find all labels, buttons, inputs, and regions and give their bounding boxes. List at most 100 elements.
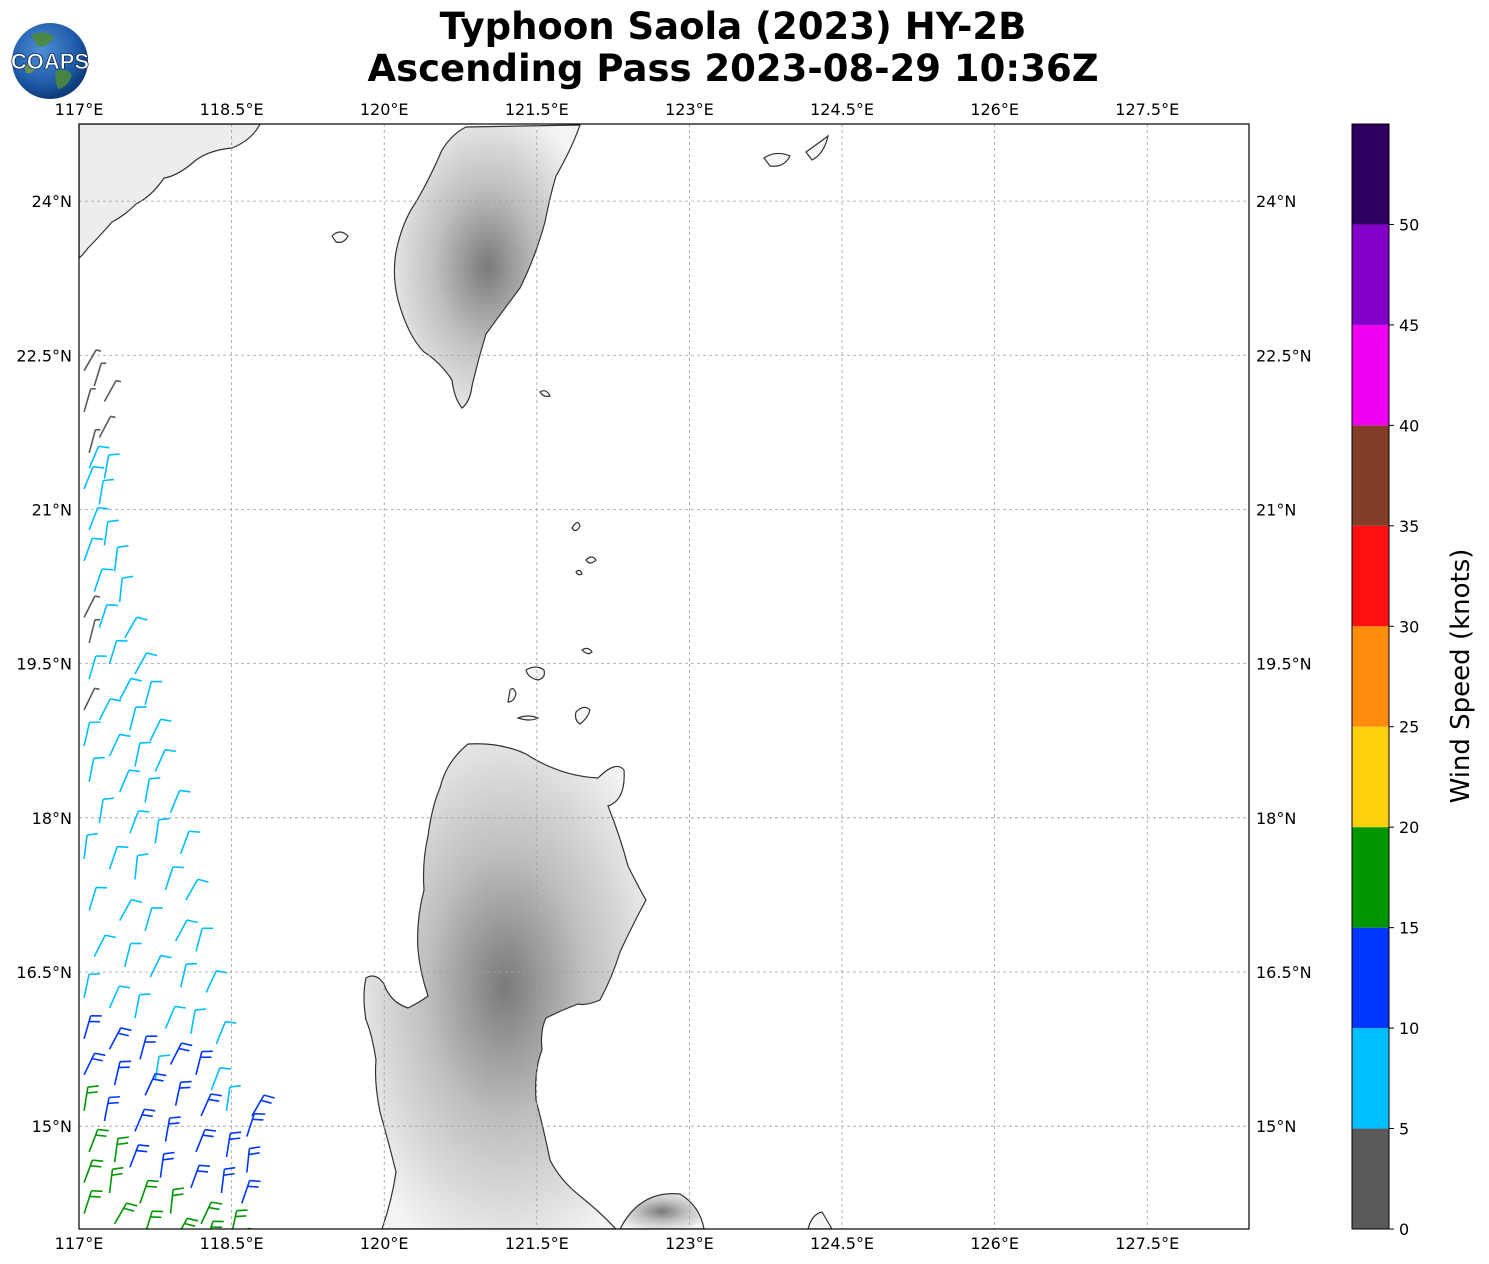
island-batanes-3	[575, 569, 583, 576]
wind-barb	[103, 453, 120, 479]
plot-background	[79, 124, 1249, 1229]
latitude-labels-right: 24°N 22.5°N 21°N 19.5°N 18°N 16.5°N 15°N	[1256, 192, 1312, 1136]
wind-barb	[83, 687, 100, 711]
wind-barb	[113, 1202, 138, 1225]
wind-barb	[195, 927, 214, 952]
colorbar-segment	[1352, 224, 1389, 325]
wind-barb	[251, 1094, 275, 1117]
wind-barb	[149, 954, 172, 978]
colorbar-tick-label: 20	[1399, 818, 1419, 837]
wind-barb	[98, 478, 115, 505]
wind-barb	[174, 919, 198, 942]
lon-label-top: 117°E	[55, 100, 104, 119]
lon-label-bottom: 117°E	[55, 1234, 104, 1253]
wind-barb	[246, 1112, 266, 1137]
longitude-labels-top: 117°E 118.5°E 120°E 121.5°E 123°E 124.5°E 126°…	[55, 100, 1180, 119]
lon-label-top: 124.5°E	[810, 100, 874, 119]
lat-label-right: 15°N	[1256, 1117, 1296, 1136]
plot-area	[78, 123, 1250, 1255]
lat-label-left: 15°N	[32, 1117, 72, 1136]
colorbar-tick-label: 25	[1399, 718, 1419, 737]
lon-label-top: 127.5°E	[1115, 100, 1179, 119]
wind-barb	[83, 1014, 102, 1040]
wind-barb	[225, 1131, 242, 1158]
wind-barb	[174, 1080, 192, 1106]
wind-barb	[108, 639, 128, 664]
lon-label-top: 120°E	[360, 100, 409, 119]
wind-barb	[83, 387, 96, 413]
wind-barb	[164, 866, 184, 891]
wind-barb	[98, 415, 116, 438]
land-mindoro-edge	[619, 1193, 705, 1229]
wind-barb	[118, 575, 134, 603]
lon-label-bottom: 123°E	[665, 1234, 714, 1253]
wind-barb	[129, 810, 150, 834]
wind-barb	[154, 1054, 171, 1081]
colorbar-frame	[1351, 123, 1390, 1230]
colorbar-tick-label: 30	[1399, 617, 1419, 636]
wind-barb	[88, 886, 108, 911]
wind-barb	[160, 1233, 182, 1254]
wind-barb	[118, 769, 141, 793]
wind-barb	[113, 1136, 129, 1163]
colorbar-tick-label: 45	[1399, 316, 1419, 335]
colorbar-label: Wind Speed (knots)	[1446, 548, 1476, 804]
wind-barb	[154, 748, 177, 772]
land-taiwan	[393, 124, 581, 409]
colorbar-segment	[1352, 626, 1389, 727]
wind-barb	[134, 853, 149, 880]
wind-barb	[83, 1085, 99, 1111]
wind-barb	[108, 1166, 124, 1194]
colorbar-tick-label: 0	[1399, 1220, 1409, 1239]
wind-barb	[83, 972, 101, 998]
wind-barb	[144, 907, 163, 932]
wind-barb	[98, 604, 118, 628]
wind-barb	[190, 1008, 207, 1034]
wind-barb	[103, 1095, 121, 1122]
gridlines	[78, 124, 1249, 1229]
wind-barb	[93, 568, 114, 592]
lat-label-left: 19.5°N	[16, 655, 72, 674]
colorbar-tick-label: 50	[1399, 215, 1419, 234]
lat-label-right: 24°N	[1256, 192, 1296, 211]
wind-barb	[98, 797, 115, 824]
colorbar-segment	[1352, 324, 1389, 426]
lon-label-top: 123°E	[665, 100, 714, 119]
island-babuyan-1	[525, 666, 545, 681]
lon-label-bottom: 126°E	[970, 1234, 1019, 1253]
wind-barb	[83, 1052, 106, 1076]
wind-barb	[262, 1232, 279, 1255]
wind-barb	[164, 1116, 181, 1142]
wind-barb	[195, 1128, 217, 1153]
colorbar-segment	[1352, 1128, 1389, 1229]
wind-barb	[149, 718, 172, 742]
colorbar-tick-label: 35	[1399, 517, 1419, 536]
island-ryukyu-2	[805, 134, 829, 161]
lat-label-left: 21°N	[32, 500, 72, 519]
colorbar-tick-label: 10	[1399, 1019, 1419, 1038]
wind-barb	[209, 1220, 224, 1229]
wind-barb	[103, 519, 119, 546]
lon-label-bottom: 124.5°E	[810, 1234, 874, 1253]
wind-barb	[169, 1042, 193, 1065]
wind-barb	[124, 942, 142, 968]
wind-barb	[210, 1067, 231, 1091]
colorbar-segment	[1352, 425, 1389, 526]
wind-barb	[164, 1005, 186, 1029]
wind-barb	[139, 1035, 158, 1060]
wind-barb	[88, 655, 107, 680]
wind-barb	[134, 652, 158, 675]
colorbar-segment	[1352, 124, 1389, 225]
plot-frame	[78, 123, 1250, 1230]
wind-barb	[118, 898, 143, 922]
lat-label-right: 19.5°N	[1256, 655, 1312, 674]
lat-label-right: 16.5°N	[1256, 963, 1312, 982]
land-layer	[79, 124, 833, 1229]
colorbar-tick-label: 40	[1399, 416, 1419, 435]
island-batanes-1	[571, 521, 581, 532]
wind-barb	[124, 616, 148, 639]
wind-barb	[83, 721, 101, 747]
wind-barb	[83, 1189, 103, 1214]
wind-barb	[185, 878, 209, 901]
